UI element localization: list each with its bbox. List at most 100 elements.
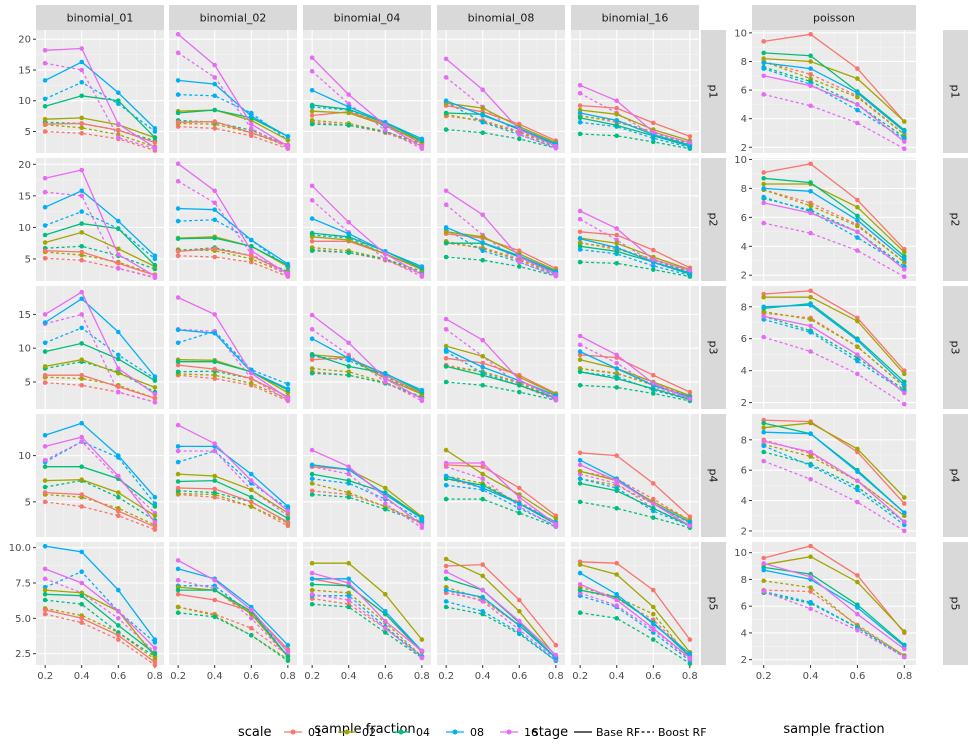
data-point-16-base	[761, 200, 766, 206]
series-line-08-base	[44, 190, 156, 257]
series-line-08-boost	[312, 478, 423, 521]
data-point-04-base	[577, 587, 583, 593]
legend-stage-title: stage	[532, 725, 568, 740]
series-line-02-boost	[763, 60, 905, 135]
data-point-08-base	[175, 78, 181, 83]
data-point-02-base	[902, 249, 907, 255]
series-line-04-base	[44, 342, 156, 382]
data-point-16-base	[855, 229, 860, 235]
data-point-01-base	[152, 524, 158, 530]
panel-binomial_08-p1	[437, 30, 565, 153]
data-point-16-boost	[808, 349, 813, 354]
series-line-01-boost	[45, 257, 156, 278]
row-strip-label: p4	[949, 469, 962, 483]
data-point-16-base	[855, 352, 860, 358]
data-point-02-base	[480, 105, 486, 111]
data-point-08-boost	[480, 248, 486, 253]
data-point-02-base	[517, 609, 522, 614]
series-line-01-base	[446, 233, 557, 269]
data-point-16-base	[443, 460, 449, 466]
data-point-16-base	[152, 273, 158, 279]
data-point-16-base	[175, 32, 181, 37]
x-tick-label: 0.8	[896, 671, 912, 682]
data-point-08-base	[346, 356, 352, 361]
y-tick-label: 10	[18, 96, 31, 107]
series-line-01-base	[580, 104, 691, 138]
series-line-16-base	[311, 314, 423, 400]
legend-key-point-16	[506, 729, 512, 735]
series-line-04-boost	[446, 128, 557, 149]
row-strip-poisson	[943, 286, 968, 409]
data-point-04-base	[212, 107, 217, 113]
data-point-04-base	[614, 488, 619, 494]
data-point-08-boost	[855, 235, 860, 240]
panel-series	[175, 295, 291, 404]
data-point-01-boost	[175, 253, 181, 259]
y-tick-label: 20	[18, 35, 31, 46]
data-point-16-base	[152, 145, 158, 150]
data-point-04-base	[808, 53, 813, 58]
data-point-04-base	[212, 478, 217, 483]
data-point-01-base	[116, 633, 121, 638]
data-point-16-boost	[577, 91, 583, 96]
data-point-02-base	[902, 629, 907, 634]
data-point-16-boost	[517, 132, 522, 137]
y-tick-label: 10	[18, 344, 31, 355]
data-point-08-base	[249, 471, 254, 477]
data-point-02-boost	[212, 372, 217, 378]
y-tick-label: 6	[741, 86, 747, 97]
data-point-16-boost	[855, 627, 860, 633]
data-point-04-base	[152, 651, 158, 656]
data-point-01-base	[175, 120, 181, 125]
data-point-04-boost	[116, 494, 121, 500]
panel-binomial_04-p4	[303, 414, 431, 537]
series-line-08-boost	[44, 570, 156, 643]
data-point-16-base	[808, 323, 813, 329]
series-line-04-base	[44, 222, 156, 266]
data-point-16-boost	[309, 68, 315, 74]
data-point-04-base	[577, 115, 583, 121]
data-point-16-base	[116, 473, 121, 479]
series-line-02-boost	[44, 607, 156, 660]
x-tick-label: 0.4	[74, 671, 90, 682]
data-point-16-boost	[309, 198, 315, 203]
series-line-01-boost	[178, 125, 289, 150]
data-point-16-base	[212, 312, 217, 317]
series-line-16-boost	[177, 579, 289, 657]
data-point-04-boost	[79, 244, 84, 249]
data-point-04-base	[855, 213, 860, 219]
data-point-16-boost	[577, 216, 583, 222]
y-tick-label: 6	[741, 334, 747, 345]
series-line-02-base	[445, 345, 557, 395]
data-point-16-boost	[761, 458, 766, 464]
panel-binomial_02-p4	[169, 414, 297, 537]
panel-series	[309, 447, 425, 531]
data-point-04-base	[808, 180, 813, 185]
data-point-16-base	[175, 422, 181, 428]
series-line-16-boost	[763, 336, 905, 405]
data-point-04-base	[42, 464, 48, 470]
y-tick-label: 10	[18, 223, 31, 234]
data-point-08-boost	[212, 217, 217, 223]
y-tick-label: 4	[741, 496, 747, 507]
series-line-16-boost	[763, 222, 905, 278]
data-point-08-base	[285, 134, 291, 139]
series-line-08-boost	[580, 121, 691, 149]
series-line-04-boost	[580, 612, 691, 665]
series-line-16-boost	[763, 590, 905, 658]
y-tick-label: 10	[734, 548, 747, 559]
data-point-04-boost	[614, 133, 619, 139]
series-line-02-boost	[579, 478, 691, 524]
series-line-01-boost	[579, 589, 691, 656]
data-point-04-boost	[443, 254, 449, 260]
data-point-02-base	[175, 471, 181, 477]
y-tick-label: 6	[741, 466, 747, 477]
data-point-16-base	[419, 144, 425, 150]
data-point-04-base	[614, 123, 619, 128]
series-line-08-base	[44, 61, 156, 129]
data-point-04-base	[79, 93, 84, 99]
data-point-01-base	[79, 121, 84, 126]
y-tick-label: 6	[741, 602, 747, 613]
data-point-16-base	[383, 251, 388, 257]
